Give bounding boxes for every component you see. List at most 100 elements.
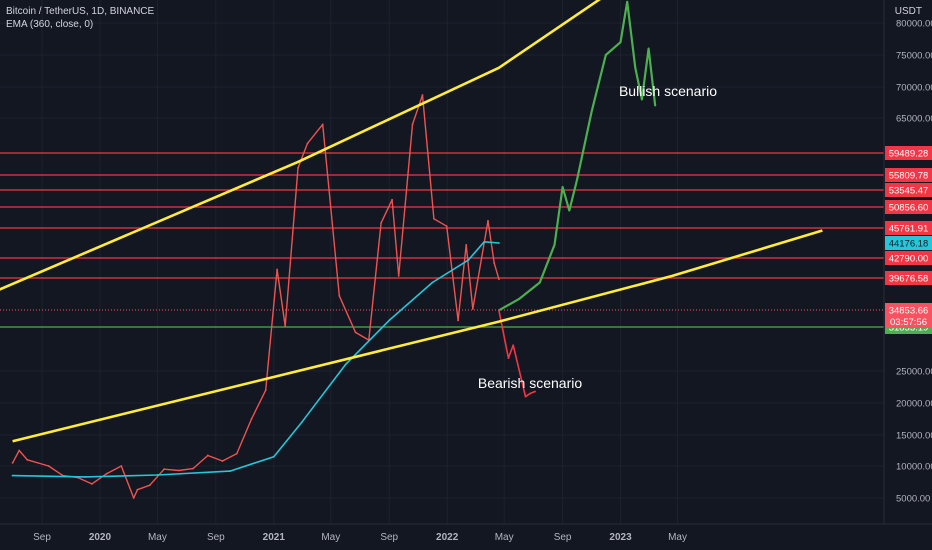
data-point xyxy=(604,54,607,56)
level-price-label: 45761.91 xyxy=(889,224,929,235)
level-price-badge xyxy=(885,183,932,197)
data-point xyxy=(471,308,474,310)
data-point xyxy=(276,268,279,271)
data-point xyxy=(18,449,21,452)
y-tick-label: 80000.00 xyxy=(896,19,932,30)
x-tick-label: 2021 xyxy=(263,532,286,543)
data-point xyxy=(465,244,468,246)
ema-price-badge xyxy=(885,236,932,250)
data-point xyxy=(397,275,400,277)
data-point xyxy=(529,392,532,395)
data-point xyxy=(654,104,657,107)
series-line xyxy=(498,0,657,312)
data-point xyxy=(498,309,500,312)
data-point xyxy=(553,244,556,246)
level-price-label: 42790.00 xyxy=(889,254,929,265)
trend-line xyxy=(12,229,823,443)
series-line xyxy=(11,94,500,499)
price-axis[interactable]: 80000.00 75000.00 70000.00 65000.00 25000.00… xyxy=(896,19,932,505)
data-point xyxy=(641,98,643,101)
data-point xyxy=(590,110,593,113)
data-point xyxy=(229,470,232,473)
x-tick-label: 2023 xyxy=(609,532,632,543)
y-tick-label: 65000.00 xyxy=(896,114,932,125)
data-point xyxy=(388,319,391,322)
data-point xyxy=(11,474,14,477)
data-point xyxy=(568,209,571,212)
price-badges: 59489.28 55809.78 53545.47 50856.60 45761.91… xyxy=(885,146,932,334)
level-price-label: 59489.28 xyxy=(889,149,929,160)
x-tick-label: May xyxy=(495,532,514,543)
ema-price-label: 44176.18 xyxy=(889,239,929,250)
data-point xyxy=(192,467,194,470)
data-point xyxy=(284,325,287,327)
chart-legend: Bitcoin / TetherUS, 1D, BINANCE EMA (360… xyxy=(6,5,154,31)
data-point xyxy=(619,41,622,44)
y-tick-label: 15000.00 xyxy=(896,431,932,442)
x-tick-label: May xyxy=(668,532,687,543)
data-point xyxy=(380,221,383,224)
data-point xyxy=(250,418,253,420)
level-price-label: 53545.47 xyxy=(889,186,929,197)
data-point xyxy=(498,242,500,244)
data-point xyxy=(136,488,139,491)
x-tick-label: 2020 xyxy=(89,532,112,543)
data-point xyxy=(647,47,650,50)
currency-label: USDT xyxy=(894,6,922,17)
data-point xyxy=(534,390,536,393)
data-point xyxy=(518,298,520,300)
data-point xyxy=(84,475,87,478)
level-price-badge xyxy=(885,271,932,285)
indicator-label[interactable]: EMA (360, close, 0) xyxy=(6,19,94,30)
data-point xyxy=(221,460,224,462)
trend-lines xyxy=(0,0,823,443)
data-point xyxy=(177,469,180,472)
data-point xyxy=(26,458,29,461)
level-price-badge xyxy=(885,146,932,160)
y-tick-label: 10000.00 xyxy=(896,462,932,473)
data-point xyxy=(354,331,357,334)
data-point xyxy=(391,198,393,201)
data-point xyxy=(206,454,209,457)
horizontal-levels xyxy=(0,152,884,328)
level-price-badge xyxy=(885,221,932,235)
data-point xyxy=(148,484,151,487)
data-point xyxy=(306,142,309,145)
x-tick-label: May xyxy=(321,532,340,543)
data-point xyxy=(445,225,448,228)
data-point xyxy=(297,166,299,169)
level-price-badge xyxy=(885,200,932,214)
data-point xyxy=(321,123,324,126)
level-price-label: 50856.60 xyxy=(889,203,929,214)
data-point xyxy=(235,452,238,455)
data-point xyxy=(538,281,541,284)
data-point xyxy=(90,483,93,485)
level-price-badge xyxy=(885,251,932,265)
x-tick-label: Sep xyxy=(33,532,51,543)
time-axis[interactable]: Sep 2020 May Sep 2021 May Sep 2022 May Sep 2023 May xyxy=(33,532,687,543)
data-point xyxy=(498,278,500,281)
symbol-title[interactable]: Bitcoin / TetherUS, 1D, BINANCE xyxy=(6,6,155,17)
data-point xyxy=(272,455,275,458)
y-tick-label: 5000.00 xyxy=(896,494,930,505)
data-point xyxy=(300,421,303,424)
last-price-label: 34853.66 xyxy=(889,306,929,317)
data-point xyxy=(47,465,50,467)
price-series xyxy=(11,0,657,499)
x-tick-label: Sep xyxy=(207,532,225,543)
data-point xyxy=(524,395,527,398)
data-point xyxy=(626,0,629,3)
data-point xyxy=(338,294,341,297)
data-point xyxy=(493,262,496,264)
x-tick-label: 2022 xyxy=(436,532,459,543)
chart-grid xyxy=(0,0,884,524)
level-price-label: 39676.58 xyxy=(889,274,929,285)
data-point xyxy=(156,474,159,476)
data-point xyxy=(132,497,135,499)
x-tick-label: May xyxy=(148,532,167,543)
data-point xyxy=(431,281,434,284)
data-point xyxy=(11,462,14,464)
data-point xyxy=(575,179,578,182)
data-point xyxy=(561,186,564,188)
